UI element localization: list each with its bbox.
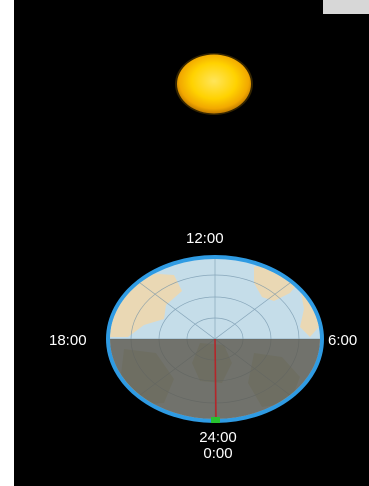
clock-label-24-line: 24:00 xyxy=(199,429,237,446)
clock-label-12: 12:00 xyxy=(186,230,224,247)
clock-label-18: 18:00 xyxy=(49,332,87,349)
day-night-scene: 12:00 18:00 6:00 24:00 0:00 xyxy=(14,0,369,486)
clock-label-24: 24:00 0:00 xyxy=(198,430,238,462)
polar-globe-icon[interactable] xyxy=(104,253,326,425)
sun-icon xyxy=(174,52,254,116)
clock-label-0-line: 0:00 xyxy=(203,445,233,462)
corner-tab xyxy=(323,0,369,14)
clock-label-6: 6:00 xyxy=(328,332,358,349)
